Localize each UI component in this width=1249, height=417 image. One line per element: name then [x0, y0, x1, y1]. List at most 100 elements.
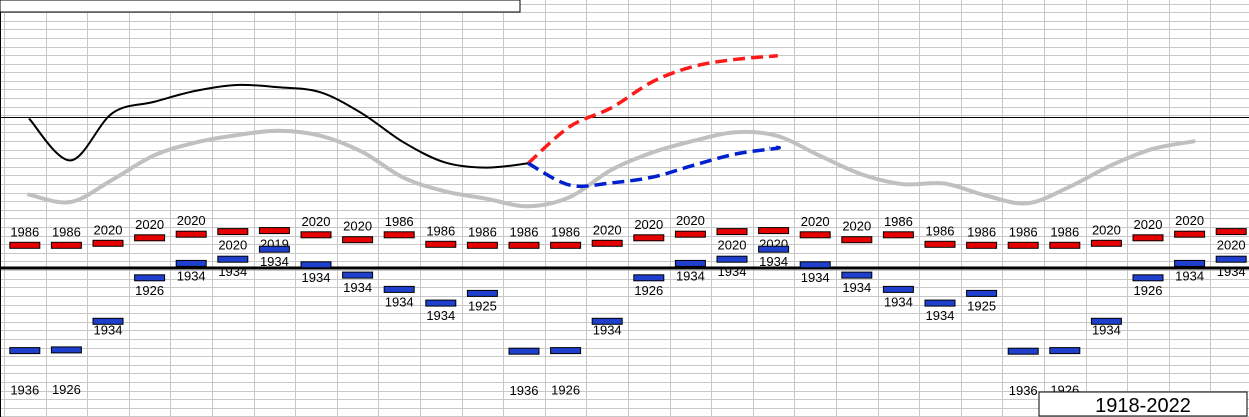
record-low-marker: [716, 255, 748, 263]
record-low-year-label: 1926: [634, 283, 663, 298]
forecast-down-line: [527, 145, 781, 189]
record-high-year-label: 2020: [634, 217, 663, 232]
record-low-year-label: 1934: [926, 308, 955, 323]
record-high-year-label: 1986: [468, 224, 497, 239]
record-high-marker: [383, 231, 415, 239]
record-low-marker: [258, 245, 290, 253]
reference-lines: [0, 117, 1249, 270]
record-low-marker: [92, 317, 124, 325]
record-low-year-label: 1934: [1217, 264, 1246, 279]
record-low-marker: [383, 285, 415, 293]
record-high-year-label: 1986: [52, 224, 81, 239]
record-high-marker: [175, 230, 207, 238]
record-low-marker: [841, 271, 873, 279]
record-low-marker: [674, 259, 706, 267]
record-low-year-label: 1934: [842, 280, 871, 295]
record-high-marker: [508, 241, 540, 249]
record-high-marker: [882, 231, 914, 239]
record-high-marker: [758, 227, 790, 235]
record-high-marker: [425, 240, 457, 248]
record-high-marker: [258, 227, 290, 235]
record-low-marker: [1174, 259, 1206, 267]
record-high-year-label: 2020: [343, 219, 372, 234]
record-low-marker: [758, 245, 790, 253]
record-low-year-label: 1926: [52, 382, 81, 397]
record-low-year-label: 1936: [1009, 383, 1038, 398]
record-high-marker: [342, 236, 374, 244]
record-low-year-label: 1934: [593, 322, 622, 337]
record-high-marker: [841, 236, 873, 244]
record-low-marker: [508, 347, 540, 355]
record-low-marker: [882, 285, 914, 293]
record-high-year-label: 2020: [593, 222, 622, 237]
record-low-marker: [175, 259, 207, 267]
record-high-year-label: 1986: [385, 214, 414, 229]
record-low-marker: [300, 261, 332, 269]
record-low-markers: 1936 1926 1934 1926 1934 1934 1934 1934 1934 1934…: [9, 245, 1247, 398]
record-high-year-label: 2020: [302, 214, 331, 229]
record-high-marker: [217, 228, 249, 236]
record-high-year-label: 2020: [135, 217, 164, 232]
record-high-marker: [716, 228, 748, 236]
record-low-marker: [134, 274, 166, 282]
record-low-marker: [1215, 255, 1247, 263]
record-high-marker: [1174, 230, 1206, 238]
record-low-marker: [466, 289, 498, 297]
record-low-year-label: 1926: [135, 283, 164, 298]
record-high-year-label: 1986: [967, 224, 996, 239]
record-high-marker: [134, 234, 166, 242]
record-low-marker: [550, 347, 582, 355]
record-low-year-label: 1936: [10, 383, 39, 398]
record-low-year-label: 1934: [801, 270, 830, 285]
record-high-marker: [633, 234, 665, 242]
record-low-marker: [966, 289, 998, 297]
record-high-marker: [966, 241, 998, 249]
record-high-year-label: 2020: [842, 219, 871, 234]
record-high-marker: [674, 230, 706, 238]
record-high-marker: [300, 231, 332, 239]
record-high-year-label: 2020: [177, 213, 206, 228]
chart-lines: [27, 54, 1196, 209]
range-label: 1918-2022: [1095, 395, 1191, 417]
record-high-marker: [1090, 239, 1122, 247]
record-low-year-label: 1934: [1175, 268, 1204, 283]
record-low-marker: [342, 271, 374, 279]
record-low-year-label: 1934: [1092, 322, 1121, 337]
record-high-year-label: 2020: [94, 222, 123, 237]
record-high-year-label: 1986: [1009, 224, 1038, 239]
record-high-year-label: 2020: [1134, 217, 1163, 232]
record-low-marker: [50, 346, 82, 354]
record-low-marker: [591, 317, 623, 325]
record-high-marker: [591, 239, 623, 247]
record-low-marker: [1007, 347, 1039, 355]
record-high-marker: [1132, 234, 1164, 242]
record-high-year-label: 1986: [1050, 224, 1079, 239]
record-high-marker: [92, 239, 124, 247]
record-high-year-label: 2020: [1092, 222, 1121, 237]
record-high-year-label: 2020: [801, 214, 830, 229]
record-low-marker: [633, 274, 665, 282]
record-low-year-label: 1934: [759, 254, 788, 269]
record-low-year-label: 1934: [302, 270, 331, 285]
record-low-year-label: 1934: [260, 254, 289, 269]
record-low-year-label: 1934: [177, 268, 206, 283]
current-line: [28, 83, 529, 169]
record-low-marker: [425, 299, 457, 307]
record-high-marker: [924, 240, 956, 248]
record-high-year-label: 2020: [718, 238, 747, 253]
record-low-year-label: 1934: [426, 308, 455, 323]
record-low-year-label: 1934: [884, 294, 913, 309]
record-low-marker: [9, 347, 41, 355]
record-low-marker: [1132, 274, 1164, 282]
record-high-year-label: 1986: [426, 223, 455, 238]
record-low-year-label: 1925: [967, 298, 996, 313]
record-low-year-label: 1934: [385, 294, 414, 309]
record-high-year-label: 1986: [10, 224, 39, 239]
record-high-year-label: 2020: [1217, 238, 1246, 253]
record-high-year-label: 1986: [884, 214, 913, 229]
range-box: 1918-2022: [1038, 391, 1248, 417]
record-high-year-label: 2020: [218, 238, 247, 253]
